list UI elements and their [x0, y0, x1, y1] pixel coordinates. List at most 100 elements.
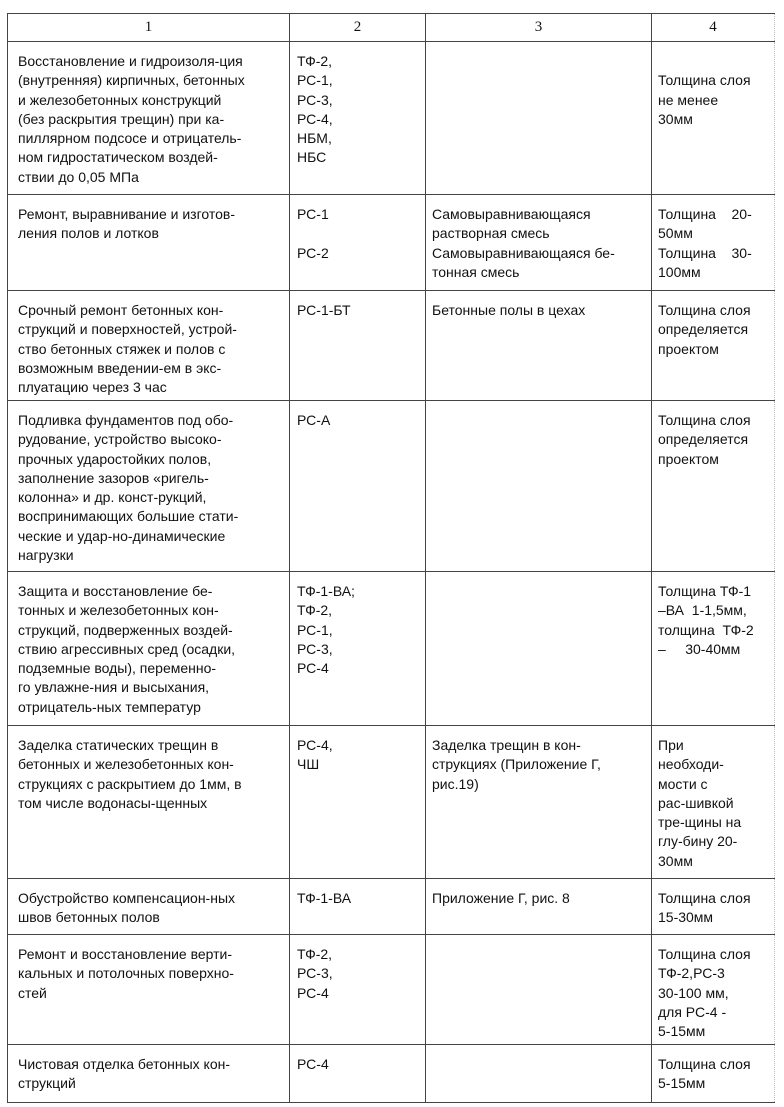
cell-line: растворная смесь [432, 225, 550, 242]
cell-line: 15-30мм [658, 909, 714, 926]
header-col-2: 2 [289, 13, 426, 42]
work-description-cell: Чистовая отделка бетонных кон-струкций [7, 1044, 290, 1103]
note-cell: Толщина слоя не менее 30мм [651, 41, 775, 195]
cell-line: РС-4, [297, 737, 333, 753]
material-cell: ТФ-1-ВА; ТФ-2, РС-1, РС-3, РС-4 [289, 571, 426, 726]
material-cell: ТФ-2, РС-1, РС-3, РС-4, НБМ, НБС [289, 41, 426, 195]
application-cell: Бетонные полы в цехах [425, 290, 652, 401]
cell-line: стей [18, 984, 47, 1001]
cell-line: ТФ-2, [297, 946, 333, 962]
work-description-cell: Ремонт, выравнивание и изготов-ления пол… [7, 194, 290, 291]
cell-line: РС-3, [297, 965, 333, 982]
cell-line: глу-бину 20- [658, 833, 738, 850]
application-cell: Заделка трещин в кон-струкциях (Приложен… [425, 725, 652, 879]
cell-line: Толщина слоя [658, 302, 751, 318]
cell-line: 100мм [658, 263, 701, 280]
cell-line: РС-4 [297, 1056, 329, 1072]
cell-line: необходи- [658, 756, 724, 773]
cell-line: РС-1-БТ [297, 302, 351, 318]
note-cell: Толщина слоя определяется проектом [651, 400, 775, 572]
cell-line: НБС [297, 149, 327, 166]
cell-line: ствию агрессивных сред (осадки, [18, 640, 236, 657]
cell-line: 5-15мм [658, 1023, 706, 1040]
application-cell [425, 571, 652, 726]
table-row: Ремонт и восстановление верти-кальных и … [7, 934, 775, 1045]
cell-line: ствии до 0,05 МПа [18, 168, 139, 185]
cell-line: струкций [18, 1075, 76, 1092]
cell-line: определяется [658, 321, 749, 338]
cell-line: 30-100 мм, [658, 984, 729, 1001]
cell-line: Толщина слоя [658, 412, 751, 428]
cell-line [658, 52, 772, 71]
note-cell: Толщина слоя ТФ-2,РС-3 30-100 мм, для РС-4 … [651, 934, 775, 1045]
cell-line: прочных ударостойких полов, [18, 450, 212, 467]
cell-line: РС-3, [297, 640, 333, 657]
cell-line: ЧШ [297, 756, 320, 773]
cell-line: отрицатель-ных температур [18, 698, 201, 715]
header-col-1: 1 [7, 13, 290, 42]
cell-line: Толщина слоя [658, 1056, 751, 1072]
note-cell: Толщина слоя 5-15мм [651, 1044, 775, 1103]
table-row: Восстановление и гидроизоля-ция (внутренн… [7, 41, 775, 195]
cell-line: ТФ-2, [297, 53, 333, 69]
cell-line: НБМ, [297, 130, 332, 147]
cell-line: РС-4 [297, 660, 329, 677]
cell-line: струкций, подверженных воздей- [18, 621, 233, 638]
cell-line: РС-1, [297, 621, 333, 638]
cell-line: РС-2 [297, 244, 329, 261]
cell-line: ческие и удар-но-динамические [18, 527, 226, 544]
cell-line: струкциях с раскрытием до 1мм, в [18, 775, 242, 792]
application-cell: Приложение Г, рис. 8 [425, 878, 652, 935]
cell-line: РС-4 [297, 984, 329, 1001]
cell-line: плуатацию через 3 час [18, 379, 167, 396]
cell-line: – 30-40мм [658, 640, 741, 657]
cell-line: 30мм [658, 852, 693, 869]
cell-line: Толщина 20- [658, 206, 752, 222]
work-description-cell: Заделка статических трещин в бетонных и ж… [7, 725, 290, 879]
cell-line: Толщина 30- [658, 244, 752, 261]
application-cell [425, 1044, 652, 1103]
cell-line: рудование, устройство высоко- [18, 431, 222, 448]
cell-line: колонна» и др. конст-рукций, [18, 489, 207, 506]
material-cell: РС-1 РС-2 [289, 194, 426, 291]
cell-line: РС-1 [297, 206, 329, 222]
cell-line: определяется [658, 431, 749, 448]
cell-line: рис.19) [432, 775, 479, 792]
cell-line: РС-1, [297, 72, 333, 89]
cell-line: подземные воды), переменно- [18, 660, 217, 677]
cell-line: Толщина слоя [658, 72, 751, 89]
cell-line: и железобетонных конструкций [18, 91, 222, 108]
application-cell [425, 41, 652, 195]
cell-line: тонная смесь [432, 263, 520, 280]
cell-line: проектом [658, 340, 719, 357]
application-cell [425, 934, 652, 1045]
cell-line: Ремонт и восстановление верти- [18, 946, 233, 962]
cell-line: Толщина слоя [658, 946, 751, 962]
header-row: 1 2 3 4 [7, 13, 775, 42]
cell-line: Заделка статических трещин в [18, 737, 219, 753]
cell-line: Самовыравнивающаяся [432, 206, 591, 222]
cell-line: РС-3, [297, 91, 333, 108]
cell-line: Заделка трещин в кон- [432, 737, 581, 753]
table-row: Обустройство компенсацион-ных швов бетонн… [7, 878, 775, 935]
table-row: Заделка статических трещин в бетонных и ж… [7, 725, 775, 879]
cell-line: тре-щины на [658, 814, 742, 831]
cell-line: ТФ-1-ВА; [297, 583, 355, 599]
note-cell: Толщина слоя определяется проектом [651, 290, 775, 401]
materials-table: 1 2 3 4 Восстановление и гидроизоля-ция (… [7, 13, 775, 1103]
table-row: Чистовая отделка бетонных кон-струкций РС… [7, 1044, 775, 1103]
cell-line: Защита и восстановление бе- [18, 583, 213, 599]
cell-line: рас-шивкой [658, 794, 734, 811]
table-row: Защита и восстановление бе-тонных и желе… [7, 571, 775, 726]
cell-line: Самовыравнивающаяся бе- [432, 244, 615, 261]
cell-line: (внутренняя) кирпичных, бетонных [18, 72, 245, 89]
cell-line: ТФ-1-ВА [297, 890, 352, 906]
cell-line: ТФ-2, [297, 602, 333, 619]
table-row: Подливка фундаментов под обо-рудование, … [7, 400, 775, 572]
material-cell: РС-1-БТ [289, 290, 426, 401]
cell-line: бетонных и железобетонных кон- [18, 756, 234, 773]
cell-line: РС-4, [297, 110, 333, 127]
work-description-cell: Ремонт и восстановление верти-кальных и … [7, 934, 290, 1045]
cell-line: том числе водонасы-щенных [18, 794, 208, 811]
cell-line: пиллярном подсосе и отрицатель- [18, 130, 242, 147]
